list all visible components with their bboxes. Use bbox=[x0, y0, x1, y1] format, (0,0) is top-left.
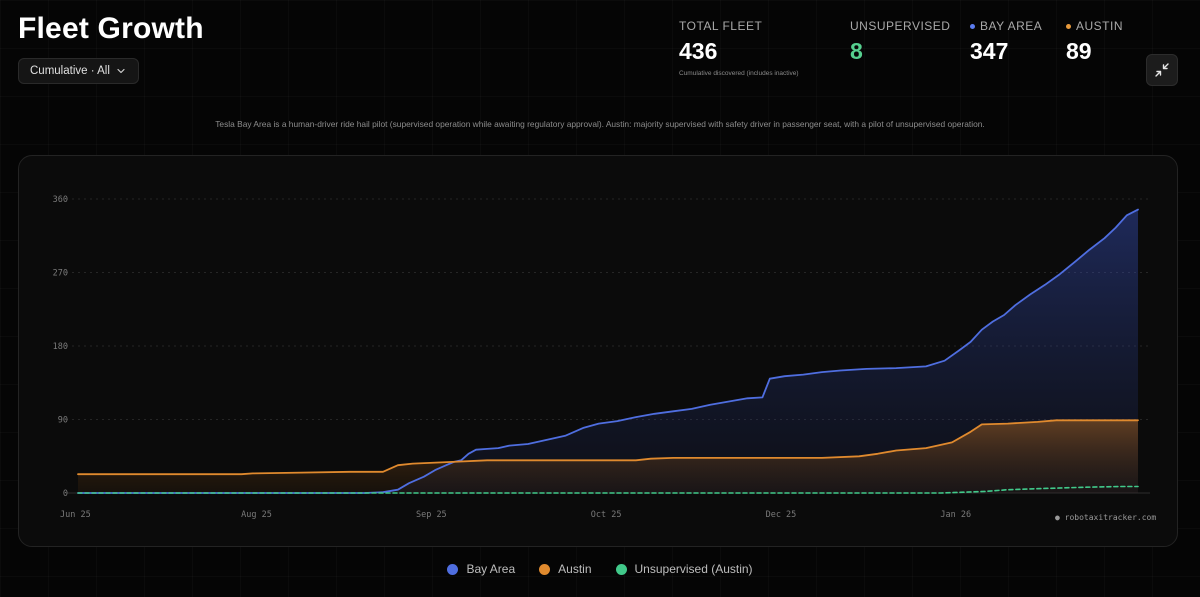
austin-dot-icon bbox=[1066, 23, 1071, 29]
unsupervised-series-line bbox=[77, 485, 1139, 494]
bay-area-dot-icon bbox=[970, 23, 975, 29]
stat-austin-value: 89 bbox=[1066, 38, 1092, 64]
watermark-text: robotaxitracker.com bbox=[1064, 513, 1157, 522]
chevron-down-icon bbox=[117, 68, 125, 74]
legend-label: Austin bbox=[558, 562, 592, 576]
stat-bay-area-label-text: BAY AREA bbox=[980, 19, 1043, 33]
y-tick-label: 90 bbox=[58, 416, 68, 426]
stat-total-fleet-note: Cumulative discovered (includes inactive… bbox=[679, 70, 799, 77]
stat-austin: AUSTIN 89 bbox=[1066, 19, 1123, 65]
watermark: ● robotaxitracker.com bbox=[1055, 513, 1156, 522]
legend-label: Bay Area bbox=[466, 562, 516, 576]
bay-area-area bbox=[78, 209, 1138, 493]
description-text: Tesla Bay Area is a human-driver ride ha… bbox=[215, 119, 985, 129]
austin-series-line bbox=[77, 419, 1139, 476]
legend-dot-icon bbox=[447, 563, 459, 575]
x-tick-label: Oct 25 bbox=[591, 510, 622, 520]
view-filter-dropdown[interactable]: Cumulative · All bbox=[18, 58, 139, 84]
austin-area bbox=[78, 420, 1138, 493]
x-tick-label: Sep 25 bbox=[416, 510, 447, 520]
stat-bay-area-label: BAY AREA bbox=[970, 19, 1042, 33]
stat-austin-label: AUSTIN bbox=[1066, 19, 1123, 33]
collapse-icon bbox=[1155, 63, 1169, 77]
x-tick-label: Jun 25 bbox=[60, 510, 91, 520]
area-layer bbox=[78, 209, 1138, 493]
view-filter-label: Cumulative · All bbox=[30, 65, 110, 77]
tick-layer: 0 90 180 270 360 Jun 25 Aug 25 Sep 25 Oct 25 Dec … bbox=[53, 195, 971, 520]
collapse-button[interactable] bbox=[1146, 54, 1178, 86]
watermark-dot-icon: ● bbox=[1055, 513, 1060, 522]
page-title: Fleet Growth bbox=[18, 12, 204, 45]
stat-total-fleet: TOTAL FLEET 436 Cumulative discovered (i… bbox=[679, 19, 799, 77]
stat-total-fleet-label: TOTAL FLEET bbox=[679, 19, 763, 33]
legend-dot-icon bbox=[615, 563, 627, 575]
y-tick-label: 180 bbox=[53, 342, 68, 352]
y-tick-label: 360 bbox=[53, 195, 68, 205]
stat-unsupervised: UNSUPERVISED 8 bbox=[850, 19, 950, 65]
legend-item-unsupervised[interactable]: Unsupervised (Austin) bbox=[615, 562, 753, 576]
chart-legend: Bay Area Austin Unsupervised (Austin) bbox=[0, 562, 1200, 576]
legend-label: Unsupervised (Austin) bbox=[634, 562, 753, 576]
stat-bay-area-value: 347 bbox=[970, 38, 1009, 64]
legend-dot-icon bbox=[539, 563, 551, 575]
stat-austin-label-text: AUSTIN bbox=[1076, 19, 1124, 33]
line-layer bbox=[77, 208, 1139, 494]
stat-unsupervised-value: 8 bbox=[850, 38, 863, 64]
stat-bay-area: BAY AREA 347 bbox=[970, 19, 1042, 65]
y-tick-label: 270 bbox=[53, 269, 68, 279]
legend-item-austin[interactable]: Austin bbox=[539, 562, 592, 576]
x-tick-label: Aug 25 bbox=[241, 510, 272, 520]
x-tick-label: Jan 26 bbox=[940, 510, 971, 520]
y-tick-label: 0 bbox=[63, 489, 68, 499]
x-tick-label: Dec 25 bbox=[766, 510, 797, 520]
stat-unsupervised-label: UNSUPERVISED bbox=[850, 19, 951, 33]
stat-total-fleet-value: 436 bbox=[679, 38, 718, 64]
legend-item-bay-area[interactable]: Bay Area bbox=[447, 562, 515, 576]
